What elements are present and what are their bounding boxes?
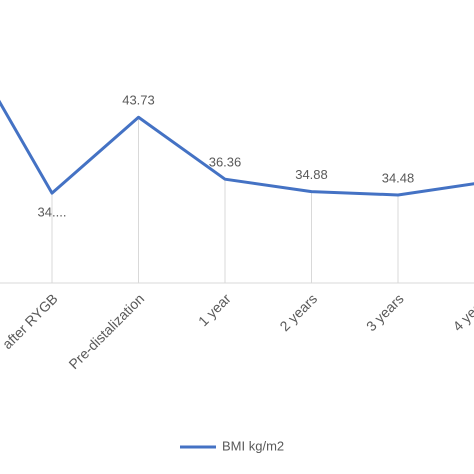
data-label: 43.73 [122, 93, 155, 108]
x-tick-label: 2 years [276, 290, 320, 334]
series-line [0, 99, 474, 197]
data-label: 34.88 [295, 167, 328, 182]
legend-label: BMI kg/m2 [222, 438, 284, 453]
data-label: 34.48 [382, 170, 415, 185]
x-tick-label: 3 years [363, 290, 407, 334]
x-tick-label: 4 years [449, 290, 474, 334]
data-label: 34.... [38, 205, 67, 220]
x-tick-label: Pre-distalization [65, 290, 147, 372]
x-tick-label: 1 year [195, 290, 234, 329]
x-tick-label: after RYGB [0, 290, 61, 352]
data-label: 36.36 [209, 155, 242, 170]
